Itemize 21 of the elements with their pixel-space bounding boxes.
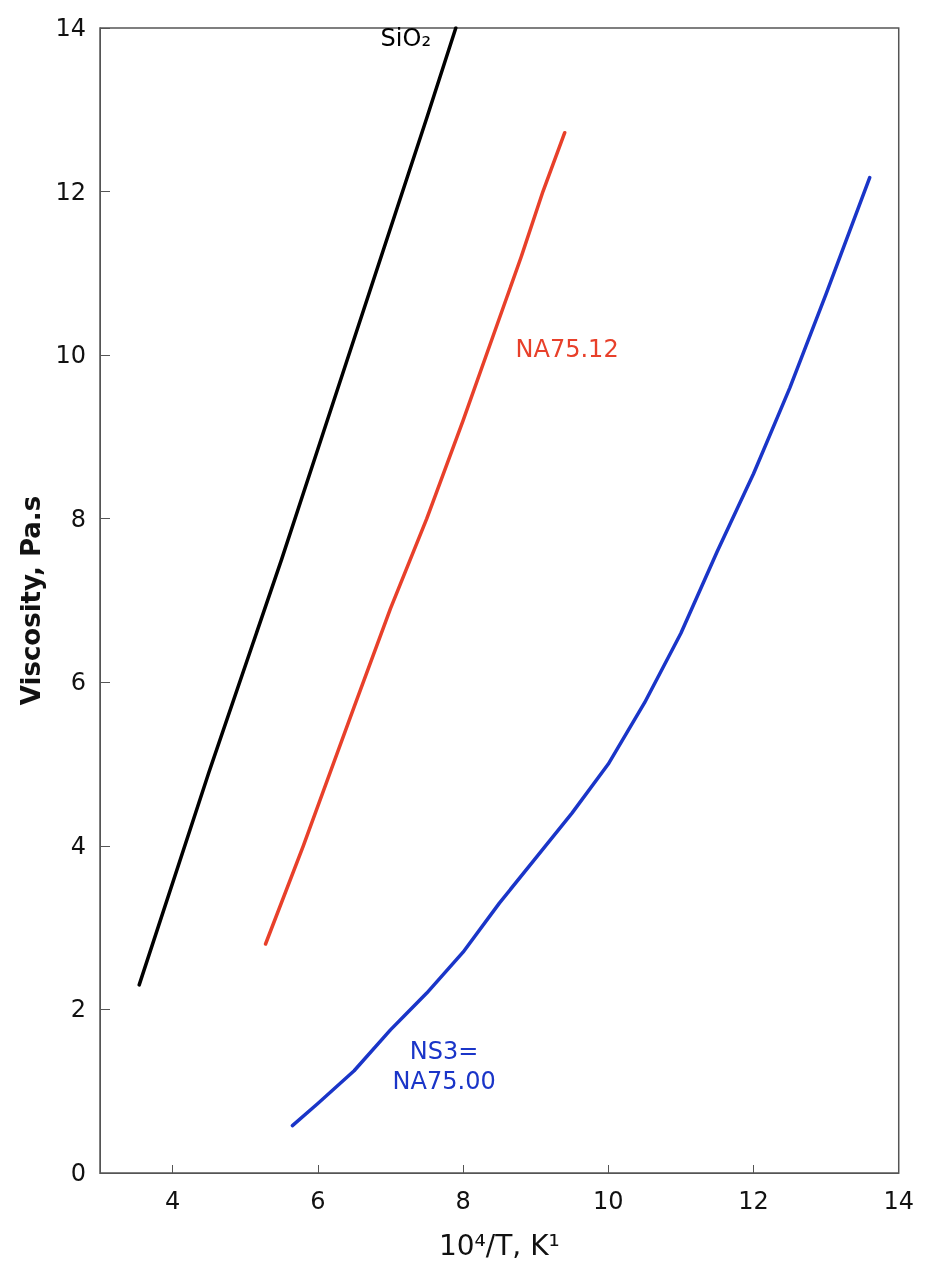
line-series bbox=[137, 26, 458, 987]
x-tick-label: 10 bbox=[593, 1187, 624, 1215]
x-tick-label: 12 bbox=[738, 1187, 769, 1215]
y-tick-label: 2 bbox=[70, 995, 86, 1024]
x-tick-label: 8 bbox=[455, 1187, 471, 1215]
y-tick-label: 4 bbox=[70, 831, 86, 860]
x-tick-label: 6 bbox=[310, 1187, 326, 1215]
series-label: NA75.12 bbox=[515, 334, 619, 363]
x-tick-label: 14 bbox=[883, 1187, 914, 1215]
line-series bbox=[290, 175, 872, 1128]
x-tick-label: 4 bbox=[164, 1187, 181, 1215]
y-tick-label: 0 bbox=[70, 1159, 86, 1187]
y-tick-label: 10 bbox=[55, 341, 86, 370]
series-label: NS3= NA75.00 bbox=[392, 1036, 496, 1095]
x-axis-title: 10⁴/T, K¹ bbox=[438, 1228, 560, 1262]
y-tick-label: 12 bbox=[55, 177, 86, 206]
y-axis-title: Viscosity, Pa.s bbox=[16, 495, 46, 706]
series-label: SiO₂ bbox=[380, 24, 432, 52]
y-tick-label: 6 bbox=[70, 668, 86, 697]
y-tick-label: 14 bbox=[55, 14, 86, 42]
y-tick-label: 8 bbox=[70, 504, 86, 533]
